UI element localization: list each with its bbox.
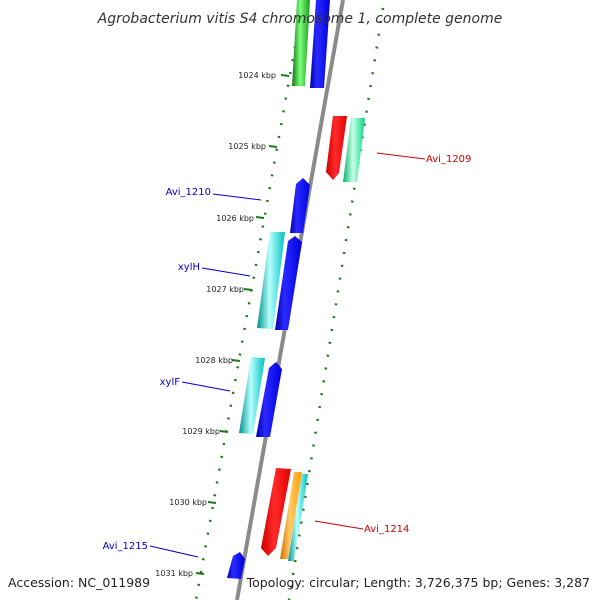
gene-label-avi-1214[interactable]: Avi_1214 [314, 520, 409, 535]
gene-label-xylf[interactable]: xylF [160, 377, 231, 392]
scale-label-1028: 1028 kbp [195, 356, 233, 365]
scale-label-1031: 1031 kbp [155, 569, 193, 578]
scale-tick-1024: 1024 kbp [238, 71, 290, 80]
cds-top-blue[interactable] [310, 0, 330, 88]
scale-tick-1030: 1030 kbp [169, 498, 217, 507]
gc-track-right [287, 7, 385, 600]
scale-label-1030: 1030 kbp [169, 498, 207, 507]
gene-label-avi-1210[interactable]: Avi_1210 [166, 187, 262, 201]
gc-track-left [194, 7, 304, 600]
cds-xylh-cyan[interactable] [257, 232, 285, 329]
scale-tick-1027: 1027 kbp [206, 285, 253, 294]
cds-avi-1210[interactable] [290, 178, 310, 233]
scale-label-1024: 1024 kbp [238, 71, 276, 80]
svg-text:Avi_1210: Avi_1210 [166, 187, 211, 198]
svg-text:Avi_1214: Avi_1214 [364, 524, 409, 535]
accession-text: Accession: NC_011989 [8, 575, 150, 590]
svg-text:Avi_1215: Avi_1215 [103, 541, 148, 552]
genome-summary-text: Topology: circular; Length: 3,726,375 bp… [246, 575, 590, 590]
cds-avi-1214-cyan[interactable] [288, 474, 308, 561]
map-title: Agrobacterium vitis S4 chromosome 1, com… [97, 11, 503, 27]
cds-avi-1209-spring[interactable] [343, 118, 365, 182]
cds-avi-1214-orange[interactable] [280, 472, 302, 559]
scale-tick-1031: 1031 kbp [155, 569, 205, 578]
scale-label-1025: 1025 kbp [228, 142, 266, 151]
scale-label-1026: 1026 kbp [216, 214, 254, 223]
gene-label-avi-1215[interactable]: Avi_1215 [103, 541, 199, 558]
gene-label-xylh[interactable]: xylH [178, 262, 251, 277]
scale-label-1027: 1027 kbp [206, 285, 244, 294]
cds-xylf-blue[interactable] [256, 362, 282, 437]
cds-avi-1209-red[interactable] [326, 116, 347, 180]
scale-tick-1026: 1026 kbp [216, 214, 265, 223]
scale-tick-1028: 1028 kbp [195, 356, 241, 365]
cds-xylf-cyan[interactable] [239, 357, 265, 434]
cds-top-green[interactable] [292, 0, 310, 86]
svg-text:xylF: xylF [160, 377, 181, 388]
scale-tick-1029: 1029 kbp [182, 427, 229, 436]
cds-avi-1214-red[interactable] [261, 468, 291, 556]
gene-label-avi-1209[interactable]: Avi_1209 [376, 152, 471, 165]
scale-label-1029: 1029 kbp [182, 427, 220, 436]
cds-xylh-blue[interactable] [275, 236, 302, 330]
svg-text:xylH: xylH [178, 262, 200, 273]
svg-text:Avi_1209: Avi_1209 [426, 154, 471, 165]
scale-tick-1025: 1025 kbp [228, 142, 278, 151]
cds-avi-1215[interactable] [227, 552, 245, 579]
